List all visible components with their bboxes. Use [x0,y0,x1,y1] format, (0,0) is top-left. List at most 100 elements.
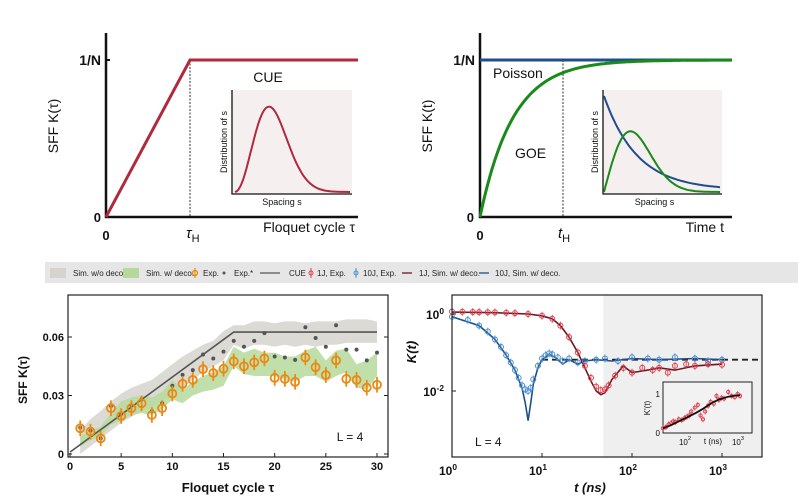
x-axis-label: Time t [686,219,724,235]
point-exp [136,398,147,409]
annotation-system-size: L = 4 [475,435,502,449]
point-exp-star [262,331,267,336]
point-exp-star [313,335,318,340]
point-exp [239,361,249,372]
y-tick-label: 100 [426,306,444,322]
point-exp-star [364,358,369,363]
series-label-cue: CUE [253,69,283,85]
legend-marker-exp [191,269,199,277]
inset-point-1j-exp [714,393,719,399]
point-1j-exp [629,369,635,376]
legend-swatch-sim-wo-deco [50,268,66,278]
legend-label: 10J, Exp. [363,269,396,278]
y-tick-label: 0 [467,210,474,225]
inset-y-label: K'(t) [643,400,652,415]
point-1j-exp [612,372,619,379]
point-exp [320,370,331,380]
y-tick-label: 1/N [79,52,101,68]
point-10j-exp [629,354,635,361]
point-1j-exp [605,382,612,389]
series-line-cue [104,58,358,218]
point-1j-exp [705,361,712,368]
band-sim-w-deco [80,346,377,447]
point-10j-exp [464,316,471,323]
x-tick-label: 5 [118,461,124,473]
point-exp-star [344,347,349,352]
inset-x-label: Spacing s [262,197,302,207]
point-exp-star [282,355,287,360]
point-exp-star [354,347,359,352]
point-1j-exp [601,386,608,393]
point-1j-exp [593,383,600,390]
point-1j-exp [566,334,573,341]
point-10j-exp [542,352,549,359]
y-axis-label: SFF K(τ) [16,356,30,404]
point-1j-exp [664,369,671,376]
series-label-poisson: Poisson [493,65,543,81]
x-tick-label: 15 [217,461,229,473]
point-1j-exp [691,362,698,369]
point-exp-star [293,357,298,362]
point-10j-exp [515,374,522,381]
point-1j-exp [459,308,466,315]
inset-point-1j-exp [692,405,697,410]
y-tick-label: 10-2 [423,383,444,399]
point-1j-exp [719,361,725,368]
point-1j-exp [620,364,627,371]
plot-frame [451,294,763,458]
x-tick-label: 0 [67,461,73,473]
point-exp [85,426,96,437]
point-exp [177,378,188,389]
point-1j-exp [469,308,476,315]
point-1j-exp [574,349,581,356]
point-exp [167,388,178,399]
point-exp [351,374,362,385]
point-exp-star [221,349,226,354]
point-exp [95,433,106,444]
point-exp [157,403,168,414]
point-exp [259,353,270,364]
point-10j-exp [511,367,518,374]
panel-sff-vs-floquet-cycle: 0 5 10 15 20 25 30 0 0.03 0.06 Floquet cycle τ SFF … [16,294,389,495]
legend-marker-exp-star [222,271,226,275]
inset-axes [602,90,722,195]
y-tick-label: 0.03 [43,391,64,403]
point-1j-exp [525,311,532,317]
point-1j-exp [484,309,491,316]
inset-point-1j-exp [700,417,706,422]
x-tick-label: 30 [371,461,383,473]
legend-label: 1J, Exp. [317,269,346,278]
point-exp [300,352,311,363]
point-1j-exp [671,362,678,369]
legend-label: 1J, Sim. w/ deco. [419,269,480,278]
x-tick-label: 101 [529,462,547,478]
legend-marker-1j-exp [308,270,314,276]
inset-point-1j-exp [689,409,694,414]
point-1j-exp [639,364,646,371]
legend-label: Exp.* [234,269,253,278]
point-exp [372,379,382,390]
legend-swatch-sim-w-deco [123,268,139,278]
point-exp [146,410,157,420]
point-1j-exp [491,309,498,316]
point-exp-star [375,350,379,355]
y-axis-label: SFF K(t) [419,100,435,153]
inset-x-tick-label: 102 [679,436,691,447]
y-tick-label: 0 [58,449,64,461]
point-10j-exp [593,356,600,363]
point-exp [116,411,127,421]
inset-x-label: t (ns) [704,437,723,446]
point-10j-exp [574,359,581,366]
point-1j-exp [683,361,690,368]
point-10j-exp [484,328,491,335]
point-10j-exp [554,354,561,361]
point-1j-exp [511,310,518,317]
point-10j-exp [530,376,537,383]
y-axis-label: SFF K(τ) [45,99,61,154]
legend-label: CUE [289,269,306,278]
point-exp [361,382,372,393]
inset-curve-cue [234,105,350,193]
inset-point-1j-exp [695,402,700,407]
x-axis-label: Floquet cycle τ [263,219,355,235]
